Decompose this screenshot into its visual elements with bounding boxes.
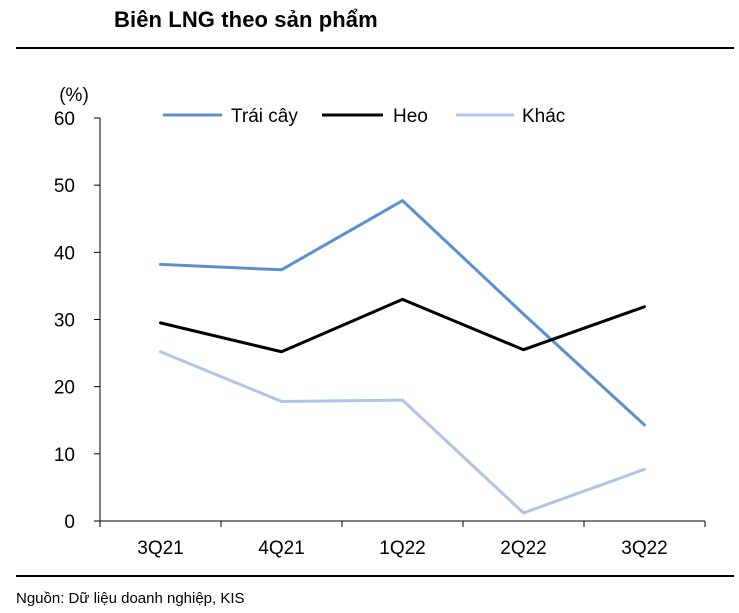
x-tick-label: 4Q21 bbox=[258, 538, 304, 559]
y-tick-label: 10 bbox=[54, 445, 75, 466]
x-tick-label: 3Q21 bbox=[137, 538, 183, 559]
x-tick-label: 3Q22 bbox=[621, 538, 667, 559]
legend-label: Khác bbox=[522, 106, 565, 127]
x-ticks: 3Q21 4Q21 1Q22 2Q22 3Q22 bbox=[99, 521, 706, 559]
series-lines bbox=[159, 199, 646, 515]
legend-label: Heo bbox=[393, 106, 428, 127]
y-axis-unit-label: (%) bbox=[59, 85, 89, 106]
legend: Trái cây Heo Khác bbox=[163, 106, 565, 127]
series-line-2 bbox=[159, 297, 646, 354]
chart-title: Biên LNG theo sản phẩm bbox=[114, 7, 378, 32]
y-tick-label: 20 bbox=[54, 378, 75, 399]
bottom-divider bbox=[16, 575, 734, 577]
y-tick-label: 40 bbox=[54, 243, 75, 264]
series-line-3 bbox=[159, 350, 646, 515]
legend-label: Trái cây bbox=[231, 106, 298, 127]
x-tick-label: 1Q22 bbox=[379, 538, 425, 559]
y-tick-label: 50 bbox=[54, 176, 75, 197]
y-ticks: 0 10 20 30 40 50 60 bbox=[54, 109, 100, 533]
axes: (%) bbox=[59, 85, 705, 522]
y-tick-label: 30 bbox=[54, 311, 75, 332]
y-tick-label: 0 bbox=[64, 512, 75, 533]
top-divider bbox=[16, 47, 734, 49]
series-line-1 bbox=[159, 199, 646, 427]
x-tick-label: 2Q22 bbox=[500, 538, 546, 559]
source-note: Nguồn: Dữ liệu doanh nghiệp, KIS bbox=[16, 590, 245, 607]
y-tick-label: 60 bbox=[54, 109, 75, 130]
